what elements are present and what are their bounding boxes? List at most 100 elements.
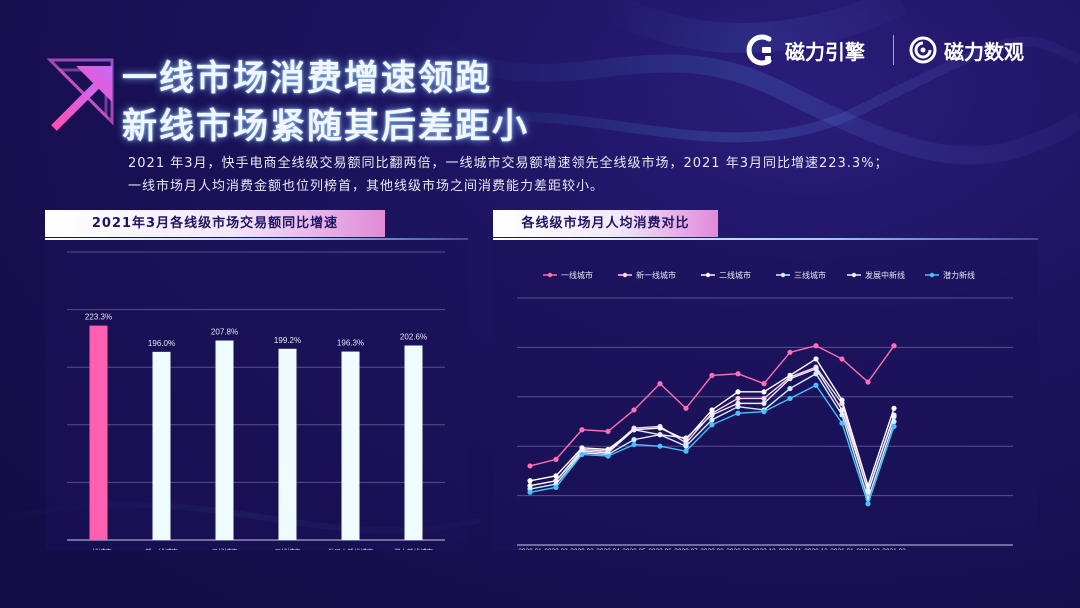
data-point	[761, 389, 767, 395]
data-point	[761, 409, 767, 415]
bar	[404, 345, 423, 540]
bar-chart-title: 2021年3月各线级市场交易额同比增速	[45, 210, 385, 237]
legend-marker	[705, 272, 711, 278]
data-point	[657, 425, 663, 431]
data-point	[527, 489, 533, 495]
data-point	[553, 473, 559, 479]
legend-marker	[622, 272, 628, 278]
bar-data-label: 196.0%	[148, 339, 175, 348]
bar-category-label: 三线城市	[275, 547, 302, 550]
bar-data-label: 223.3%	[85, 313, 112, 322]
bar-category-label: 一线城市	[86, 547, 113, 550]
bar-category-label: 二线城市	[212, 547, 239, 550]
data-point	[657, 381, 663, 387]
data-point	[813, 382, 819, 388]
data-point	[657, 443, 663, 449]
x-tick-label: 2020.07	[674, 548, 698, 550]
data-point	[709, 412, 715, 418]
bar-category-label: 发展中新线城市	[328, 547, 374, 550]
data-point	[813, 343, 819, 349]
brand2-logo-icon	[909, 36, 937, 64]
data-point	[553, 456, 559, 462]
data-point	[865, 379, 871, 385]
data-point	[891, 343, 897, 349]
data-point	[527, 478, 533, 484]
data-point	[605, 428, 611, 434]
brand1-logo-icon	[746, 34, 772, 66]
description-line2: 一线市场月人均消费金额也位列榜首，其他线级市场之间消费能力差距较小。	[128, 179, 605, 194]
data-point	[631, 427, 637, 433]
legend-label: 发展中新线	[865, 270, 905, 280]
x-tick-label: 2020.09	[726, 548, 750, 550]
bar	[152, 351, 171, 540]
legend-marker	[929, 272, 935, 278]
legend-marker	[547, 272, 553, 278]
brand1-label: 磁力引擎	[785, 39, 865, 64]
legend-marker	[851, 272, 857, 278]
bar-category-label: 潜力新线城市	[394, 547, 434, 550]
x-tick-label: 2020.05	[622, 548, 646, 550]
x-tick-label: 2021.02	[856, 548, 880, 550]
x-tick-label: 2020.12	[804, 548, 828, 550]
data-point	[891, 423, 897, 430]
data-point	[709, 417, 715, 423]
data-point	[527, 463, 533, 469]
data-point	[631, 437, 637, 443]
x-tick-label: 2020.11	[778, 548, 801, 550]
page-title-line2: 新线市场紧随其后差距小	[122, 107, 530, 147]
x-tick-label: 2020.03	[570, 548, 594, 550]
data-point	[709, 372, 715, 378]
data-point	[813, 356, 819, 362]
bar-chart-panel: 2021年3月各线级市场交易额同比增速 223.3% 一线城市 196.0% 新一线城…	[45, 210, 468, 550]
data-point	[735, 410, 741, 416]
bar-chart-title-underline	[45, 238, 468, 240]
data-point	[553, 484, 559, 490]
data-point	[865, 488, 871, 494]
page-title-line1: 一线市场消费增速领跑	[122, 59, 493, 99]
data-point	[761, 381, 767, 387]
legend-label: 三线城市	[794, 270, 826, 280]
legend-label: 一线城市	[561, 270, 593, 280]
bar	[215, 340, 234, 540]
data-point	[813, 371, 819, 377]
data-point	[787, 385, 793, 392]
data-point	[683, 443, 689, 449]
data-point	[735, 400, 741, 406]
data-point	[735, 395, 741, 402]
legend-label: 新一线城市	[636, 270, 676, 280]
bar-chart-body: 223.3% 一线城市 196.0% 新一线城市 207.8% 二线城市 199.2% 三线城…	[45, 240, 468, 550]
x-tick-label: 2021.01	[830, 548, 854, 550]
x-tick-label: 2020.10	[752, 548, 776, 550]
data-point	[605, 453, 611, 459]
arrow-logo-icon	[46, 58, 114, 131]
data-point	[527, 483, 533, 489]
data-point	[735, 389, 741, 395]
legend-label: 潜力新线	[943, 270, 975, 280]
bar	[341, 351, 360, 540]
data-point	[631, 441, 637, 448]
data-point	[683, 435, 689, 441]
data-point	[787, 376, 793, 382]
legend-label: 二线城市	[719, 270, 751, 280]
bar	[89, 325, 108, 540]
data-point	[709, 422, 715, 428]
data-point	[761, 395, 767, 402]
data-point	[865, 501, 871, 507]
description-line1: 2021 年3月，快手电商全线级交易额同比翻两倍，一线城市交易额增速领先全线级市…	[128, 156, 889, 171]
x-tick-label: 2020.06	[648, 548, 672, 550]
data-point	[839, 356, 845, 362]
x-tick-label: 2021.03	[882, 548, 906, 550]
data-point	[683, 405, 689, 411]
data-point	[579, 427, 585, 433]
series-line	[529, 384, 895, 507]
bar	[278, 348, 297, 540]
data-point	[891, 405, 897, 411]
line-chart-title-underline	[493, 238, 1038, 240]
data-point	[735, 371, 741, 377]
data-point	[553, 478, 559, 484]
brand-2: 磁力数观	[908, 30, 1024, 70]
data-point	[839, 407, 845, 413]
line-chart-panel: 各线级市场月人均消费对比 一线城市 新一线城市 二线城市 三线城市 发展中新线 潜力新线 2…	[493, 210, 1038, 550]
data-point	[839, 420, 845, 426]
brand2-label: 磁力数观	[944, 39, 1024, 64]
